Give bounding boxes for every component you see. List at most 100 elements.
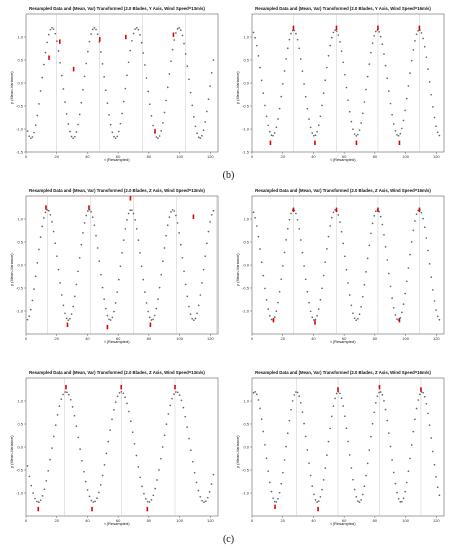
data-point <box>306 449 309 451</box>
highlight-point <box>45 205 47 210</box>
data-point <box>295 391 297 393</box>
data-point <box>64 312 66 315</box>
x-tick-label: 80 <box>373 518 378 523</box>
data-point <box>176 222 179 224</box>
data-point <box>433 463 436 466</box>
data-point <box>407 267 410 269</box>
data-point <box>405 280 408 283</box>
data-point <box>412 229 415 232</box>
data-point <box>298 47 301 50</box>
data-point <box>56 40 58 42</box>
data-point <box>337 214 340 216</box>
chart-plot: 0 20 40 60 80 100 120 -1.0 -0.5 0.0 0.5 1.0 <box>242 377 445 523</box>
data-point <box>374 30 377 33</box>
data-point <box>425 402 428 405</box>
data-point <box>285 445 287 448</box>
data-point <box>379 391 382 393</box>
data-point <box>278 107 281 110</box>
data-point <box>90 499 93 502</box>
data-point <box>87 210 89 212</box>
data-point <box>126 402 128 405</box>
data-point <box>32 492 35 494</box>
data-point <box>252 31 255 34</box>
data-point <box>348 454 351 456</box>
data-point <box>168 216 171 218</box>
data-point <box>422 37 424 40</box>
data-point <box>120 390 123 393</box>
data-point <box>45 479 48 482</box>
data-point <box>418 393 421 396</box>
data-point <box>83 222 86 224</box>
data-point <box>388 432 390 434</box>
data-point <box>104 307 107 310</box>
data-point <box>339 221 341 223</box>
data-point <box>175 214 177 217</box>
data-point <box>340 50 343 52</box>
data-point <box>206 496 209 499</box>
chart-title: Resampled Data and (Mean, Var) Transform… <box>29 370 205 375</box>
data-point <box>109 123 112 126</box>
data-point <box>427 68 429 70</box>
data-point <box>273 132 276 134</box>
data-point <box>114 401 117 403</box>
data-point <box>85 62 88 65</box>
data-point <box>267 308 270 310</box>
data-point <box>265 115 268 118</box>
x-axis-label: t (Resampled) <box>104 339 130 344</box>
data-point <box>31 136 34 138</box>
data-point <box>91 28 94 31</box>
data-point <box>417 29 420 32</box>
data-point <box>317 308 320 310</box>
data-point <box>88 495 91 498</box>
data-point <box>254 391 257 393</box>
data-point <box>82 232 84 234</box>
data-point <box>99 484 102 486</box>
data-point <box>95 28 97 31</box>
y-tick-label: 1.0 <box>243 216 249 221</box>
x-axis-label: t (Resampled) <box>104 157 130 162</box>
data-point <box>180 399 183 402</box>
y-tick-label: 1.0 <box>17 216 23 221</box>
data-point <box>383 399 385 402</box>
data-point <box>154 487 157 490</box>
data-point <box>72 305 75 308</box>
data-point <box>438 134 441 137</box>
data-point <box>428 81 431 83</box>
data-point <box>422 217 424 220</box>
data-point <box>135 454 138 457</box>
chart-title: Resampled Data and (Mean, Var) Transform… <box>255 188 431 193</box>
data-point <box>126 219 128 221</box>
x-tick-label: 100 <box>402 154 409 159</box>
data-point <box>210 71 213 74</box>
data-point <box>66 391 68 394</box>
data-point <box>264 287 266 290</box>
data-point <box>189 313 192 315</box>
data-point <box>128 410 130 413</box>
data-point <box>314 134 317 137</box>
data-point <box>192 319 195 322</box>
data-point <box>415 213 418 216</box>
data-point <box>163 434 166 437</box>
data-point <box>77 270 79 273</box>
data-point <box>316 130 318 133</box>
highlight-point <box>72 67 75 72</box>
highlight-point <box>192 214 195 219</box>
y-tick-label: 0.0 <box>17 80 23 85</box>
y-tick-label: 0.5 <box>243 239 249 244</box>
y-tick-label: -0.5 <box>242 467 250 472</box>
x-tick-label: 0 <box>251 154 254 159</box>
data-point <box>108 318 110 321</box>
data-point <box>67 123 70 125</box>
data-point <box>75 283 78 286</box>
data-point <box>277 118 279 120</box>
highlight-point <box>106 324 109 330</box>
data-point <box>184 283 187 286</box>
data-point <box>202 129 205 132</box>
y-tick-label: 0.5 <box>243 57 249 62</box>
y-tick-label: 0.0 <box>17 444 23 449</box>
data-point <box>197 136 200 139</box>
data-point <box>319 496 322 498</box>
data-point <box>381 223 384 226</box>
data-point <box>196 312 198 315</box>
data-point <box>257 235 260 238</box>
